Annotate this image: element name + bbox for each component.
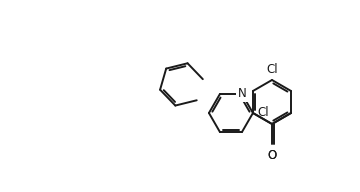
Text: O: O — [267, 149, 276, 162]
Text: Cl: Cl — [257, 107, 269, 119]
Text: O: O — [267, 149, 276, 162]
Text: N: N — [238, 87, 246, 100]
Text: Cl: Cl — [266, 63, 278, 76]
